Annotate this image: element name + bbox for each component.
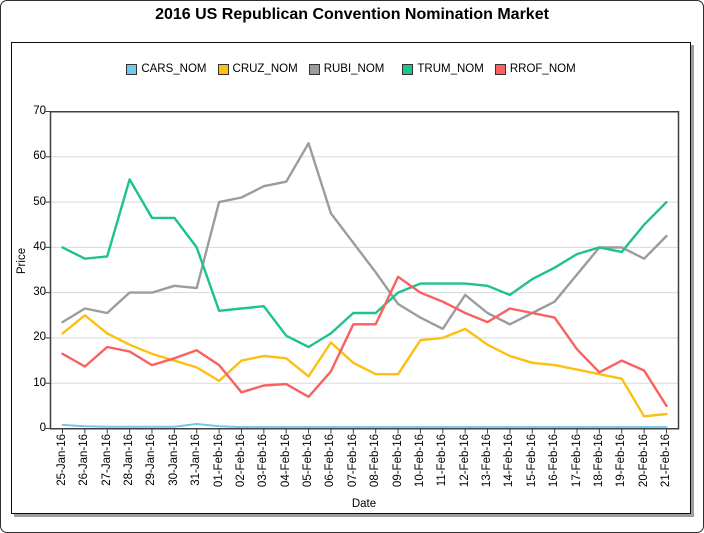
legend-swatch-rubi_nom (308, 63, 320, 75)
y-tick-label: 30 (33, 286, 46, 299)
x-tick-label: 29-Jan-16 (145, 434, 158, 486)
y-axis-title: Price (16, 247, 28, 275)
x-tick-label: 08-Feb-16 (369, 434, 382, 488)
x-tick-label: 25-Jan-16 (56, 434, 68, 486)
x-tick-label: 11-Feb-16 (436, 434, 449, 487)
plot-border (49, 111, 680, 430)
series-line-rrof_nom (61, 275, 668, 408)
x-tick-label: 07-Feb-16 (346, 434, 359, 488)
x-tick-label: 30-Jan-16 (167, 434, 180, 486)
legend-label: CRUZ_NOM (232, 63, 298, 75)
legend-swatch-cars_nom (126, 63, 138, 75)
x-tick-label: 17-Feb-16 (570, 434, 583, 488)
legend-item-trum_nom: TRUM_NOM (402, 63, 484, 75)
series-line-trum_nom (61, 178, 668, 349)
y-tick-label: 40 (33, 240, 46, 253)
x-tick-label: 06-Feb-16 (324, 434, 337, 488)
legend: CARS_NOM CRUZ_NOM RUBI_NOM TRUM_NOM RROF_NOM (12, 63, 690, 75)
y-tick-label: 0 (39, 422, 46, 434)
x-tick-label: 13-Feb-16 (481, 434, 494, 488)
x-tick-label: 04-Feb-16 (279, 434, 292, 488)
y-tick-label: 10 (33, 376, 46, 389)
legend-label: RUBI_NOM (323, 63, 385, 75)
x-tick-label: 10-Feb-16 (413, 434, 426, 488)
legend-label: RROF_NOM (509, 63, 576, 75)
legend-swatch-cruz_nom (217, 63, 229, 75)
y-tick-label: 70 (33, 105, 46, 117)
x-tick-label: 18-Feb-16 (592, 434, 605, 488)
legend-swatch-rrof_nom (494, 63, 506, 75)
x-tick-label: 03-Feb-16 (257, 434, 270, 488)
legend-item-rubi_nom: RUBI_NOM (308, 63, 385, 75)
chart-box: CARS_NOM CRUZ_NOM RUBI_NOM TRUM_NOM RROF_NOM… (11, 42, 691, 514)
x-tick-label: 31-Jan-16 (190, 434, 203, 486)
chart-title: 2016 US Republican Convention Nomination… (155, 6, 549, 23)
y-tick-label: 20 (33, 331, 46, 344)
y-tick-label: 50 (33, 195, 46, 208)
x-tick-label: 27-Jan-16 (100, 434, 113, 486)
legend-item-cruz_nom: CRUZ_NOM (217, 63, 298, 75)
x-tick-label: 16-Feb-16 (548, 434, 561, 488)
x-tick-label: 12-Feb-16 (458, 434, 471, 488)
y-tick-label: 60 (33, 150, 46, 163)
x-tick-label: 15-Feb-16 (525, 434, 538, 488)
legend-item-rrof_nom: RROF_NOM (494, 63, 576, 75)
x-tick-label: 05-Feb-16 (302, 434, 315, 488)
legend-swatch-trum_nom (402, 63, 414, 75)
x-tick-label: 19-Feb-16 (615, 434, 628, 488)
series-line-rubi_nom (61, 142, 668, 331)
legend-item-cars_nom: CARS_NOM (126, 63, 207, 75)
series-line-cruz_nom (61, 314, 668, 418)
legend-label: TRUM_NOM (417, 63, 484, 75)
series-line-cars_nom (61, 423, 668, 429)
x-tick-label: 20-Feb-16 (637, 434, 650, 488)
x-tick-label: 14-Feb-16 (503, 434, 516, 488)
x-tick-label: 09-Feb-16 (391, 434, 404, 488)
legend-label: CARS_NOM (141, 63, 207, 75)
x-tick-label: 26-Jan-16 (78, 434, 91, 486)
x-tick-label: 28-Jan-16 (123, 434, 136, 486)
x-tick-label: 21-Feb-16 (660, 434, 672, 488)
x-tick-label: 02-Feb-16 (234, 434, 247, 488)
x-tick-label: 01-Feb-16 (212, 434, 225, 488)
plot-area (45, 111, 680, 434)
x-axis-title: Date (351, 498, 377, 510)
